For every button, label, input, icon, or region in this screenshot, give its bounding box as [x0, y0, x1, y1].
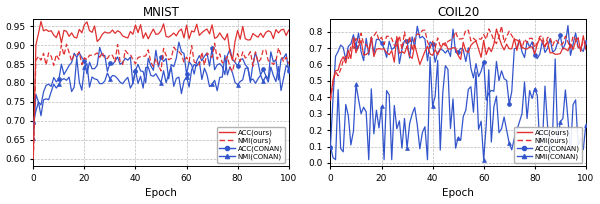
Legend: ACC(ours), NMI(ours), ACC(CONAN), NMI(CONAN): ACC(ours), NMI(ours), ACC(CONAN), NMI(CO…	[217, 127, 285, 163]
Legend: ACC(ours), NMI(ours), ACC(CONAN), NMI(CONAN): ACC(ours), NMI(ours), ACC(CONAN), NMI(CO…	[514, 127, 583, 163]
Title: MNIST: MNIST	[143, 6, 179, 19]
X-axis label: Epoch: Epoch	[145, 188, 177, 198]
X-axis label: Epoch: Epoch	[442, 188, 474, 198]
Title: COIL20: COIL20	[437, 6, 479, 19]
